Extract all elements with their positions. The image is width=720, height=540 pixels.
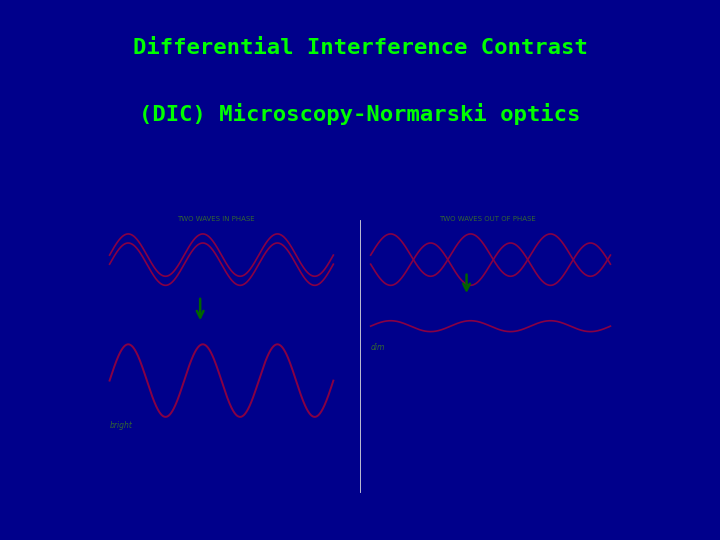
Text: Differential Interference Contrast: Differential Interference Contrast: [132, 38, 588, 58]
Text: (DIC) Microscopy-Normarski optics: (DIC) Microscopy-Normarski optics: [139, 103, 581, 125]
Text: TWO WAVES OUT OF PHASE: TWO WAVES OUT OF PHASE: [439, 216, 536, 222]
Text: TWO WAVES IN PHASE: TWO WAVES IN PHASE: [177, 216, 255, 222]
Text: bright: bright: [109, 421, 132, 430]
Text: dim: dim: [371, 343, 385, 352]
